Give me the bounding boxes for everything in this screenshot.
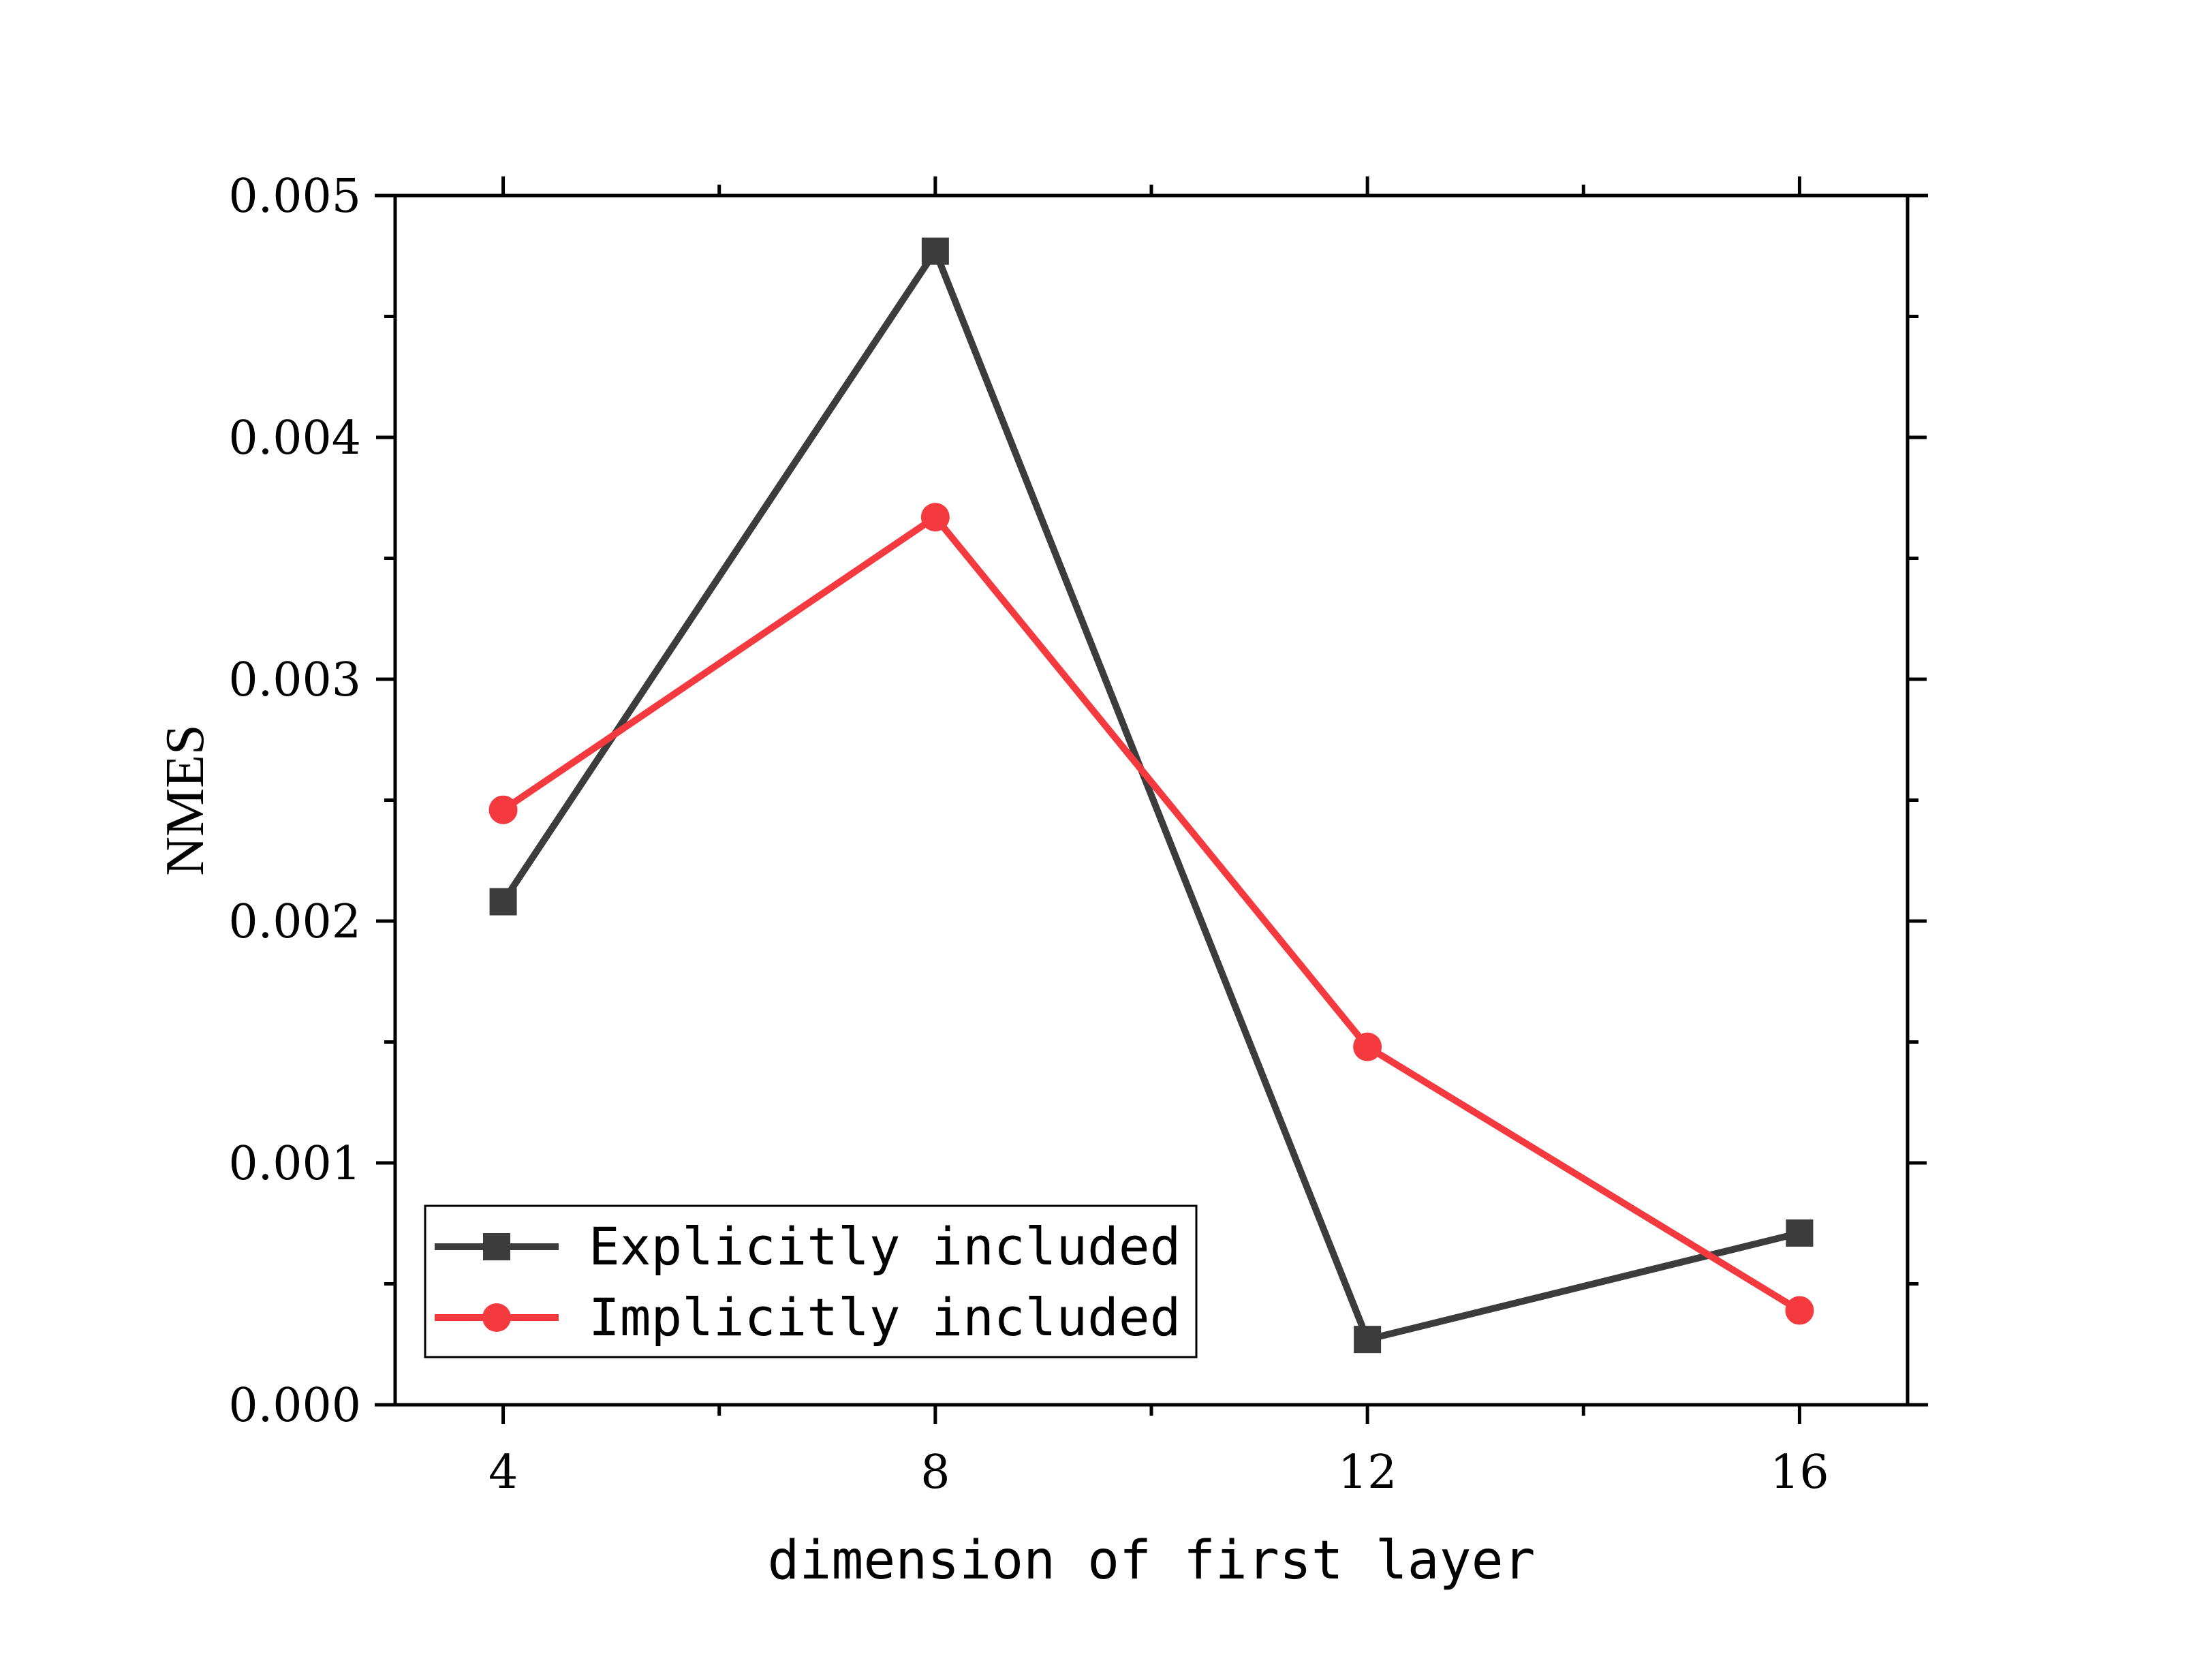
legend-item: Explicitly included (435, 1216, 1181, 1277)
data-point (920, 503, 950, 532)
legend-box (424, 1204, 1198, 1358)
y-tick-label: 0.004 (228, 411, 361, 465)
data-point (1785, 1296, 1814, 1325)
y-tick-label: 0.000 (228, 1379, 361, 1433)
y-axis-title: NMES (155, 724, 215, 875)
x-tick-label: 4 (488, 1446, 518, 1499)
data-point (1786, 1219, 1814, 1247)
series-line (501, 514, 1802, 1313)
y-tick-label: 0.001 (228, 1137, 361, 1191)
x-tick-label: 16 (1770, 1446, 1829, 1499)
data-point (489, 888, 517, 916)
series-2 (488, 503, 1814, 1325)
data-point (1354, 1326, 1382, 1354)
x-axis-title: dimension of first layer (767, 1530, 1535, 1591)
y-tick-label: 0.002 (228, 895, 361, 949)
legend-item: Implicitly included (435, 1287, 1181, 1348)
data-point (921, 237, 949, 265)
x-tick-label: 8 (920, 1446, 950, 1499)
data-point (488, 795, 518, 824)
y-tick-label: 0.005 (228, 170, 361, 223)
data-point (1353, 1032, 1382, 1061)
legend-label: Implicitly included (589, 1287, 1181, 1348)
y-tick-label: 0.003 (228, 653, 361, 707)
legend-label: Explicitly included (589, 1216, 1181, 1277)
series-1 (489, 237, 1814, 1354)
legend-marker (482, 1303, 511, 1332)
series-line (500, 247, 1801, 1343)
x-tick-label: 12 (1338, 1446, 1397, 1499)
legend-marker (483, 1233, 510, 1260)
